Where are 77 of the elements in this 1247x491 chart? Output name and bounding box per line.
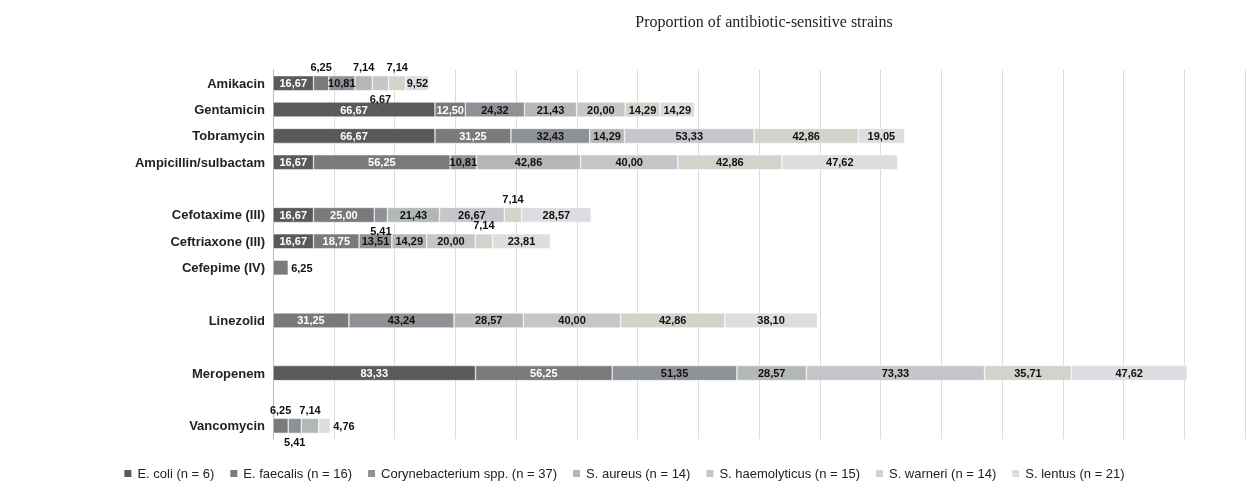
data-label: 53,33 (675, 129, 704, 142)
data-label: 73,33 (881, 367, 910, 380)
data-label: 7,14 (473, 219, 496, 232)
data-label: 51,35 (660, 367, 689, 380)
data-label: 42,86 (716, 156, 744, 169)
data-label: 7,14 (299, 403, 322, 416)
data-label: 13,51 (361, 235, 390, 248)
data-label: 26,67 (458, 208, 486, 221)
y-tick-label: Ceftriaxone (III) (170, 233, 265, 249)
legend-label: S. lentus (n = 21) (1025, 466, 1125, 481)
legend-label: E. faecalis (n = 16) (243, 466, 353, 481)
data-label: 66,67 (340, 129, 368, 142)
data-label: 28,57 (757, 367, 786, 380)
data-label: 24,32 (481, 103, 509, 116)
data-label: 20,00 (587, 103, 615, 116)
data-label: 7,14 (352, 61, 376, 74)
y-tick-label: Tobramycin (192, 128, 266, 144)
y-tick-label: Cefepime (IV) (181, 260, 265, 276)
data-label: 42,86 (658, 314, 687, 327)
data-label: 83,33 (360, 367, 389, 380)
data-label: 38,10 (757, 314, 785, 327)
data-label: 18,75 (322, 235, 351, 248)
data-label: 4,76 (333, 419, 355, 432)
bar (273, 260, 289, 276)
data-label: 40,00 (615, 156, 643, 169)
data-label: 6,25 (269, 403, 292, 416)
data-label: 14,29 (395, 235, 424, 248)
y-tick-label: Cefotaxime (III) (171, 207, 265, 223)
data-label: 6,25 (310, 61, 332, 74)
data-label: 31,25 (459, 129, 487, 142)
data-label: 16,67 (279, 156, 308, 169)
data-label: 16,67 (279, 235, 308, 248)
y-tick-label: Amikacin (207, 75, 266, 91)
data-label: 21,43 (536, 103, 565, 116)
data-label: 32,43 (536, 129, 565, 142)
data-label: 14,29 (663, 103, 692, 116)
data-label: 7,14 (502, 192, 525, 205)
y-tick-label: Vancomycin (189, 418, 266, 434)
y-tick-label: Gentamicin (194, 102, 266, 118)
legend-label: Corynebacterium spp. (n = 37) (381, 466, 558, 481)
data-label: 6,25 (291, 261, 313, 274)
data-label: 40,00 (558, 314, 586, 327)
y-tick-label: Ampicillin/sulbactam (134, 154, 265, 170)
data-label: 43,24 (387, 314, 417, 327)
legend-label: S. aureus (n = 14) (586, 466, 691, 481)
data-label: 28,57 (542, 208, 571, 221)
data-label: 56,25 (530, 367, 558, 380)
data-label: 28,57 (474, 314, 503, 327)
data-label: 25,00 (330, 208, 358, 221)
data-label: 31,25 (297, 314, 325, 327)
data-label: 16,67 (279, 77, 308, 90)
data-label: 5,41 (370, 224, 392, 237)
data-label: 56,25 (368, 156, 396, 169)
chart-title: Proportion of antibiotic-sensitive strains (635, 12, 893, 31)
legend-label: S. warneri (n = 14) (888, 466, 997, 481)
data-label: 20,00 (437, 235, 465, 248)
data-label: 23,81 (507, 235, 536, 248)
data-label: 9,52 (406, 77, 429, 90)
data-label: 42,86 (514, 156, 543, 169)
data-label: 66,67 (340, 103, 368, 116)
legend-label: S. haemolyticus (n = 15) (719, 466, 860, 481)
data-label: 16,67 (279, 208, 308, 221)
data-label: 19,05 (867, 129, 896, 142)
y-tick-label: Linezolid (208, 312, 266, 328)
data-label: 42,86 (792, 129, 820, 142)
data-label: 7,14 (386, 61, 409, 74)
data-label: 14,29 (628, 103, 657, 116)
data-label: 21,43 (399, 208, 428, 221)
data-label: 12,50 (436, 103, 464, 116)
y-tick-label: Meropenem (192, 365, 265, 381)
data-label: 47,62 (1115, 367, 1143, 380)
data-label: 35,71 (1014, 367, 1042, 380)
legend-label: E. coli (n = 6) (137, 466, 215, 481)
data-label: 47,62 (826, 156, 854, 169)
data-label: 6,67 (369, 93, 392, 106)
data-label: 5,41 (284, 435, 306, 448)
data-label: 14,29 (593, 129, 621, 142)
